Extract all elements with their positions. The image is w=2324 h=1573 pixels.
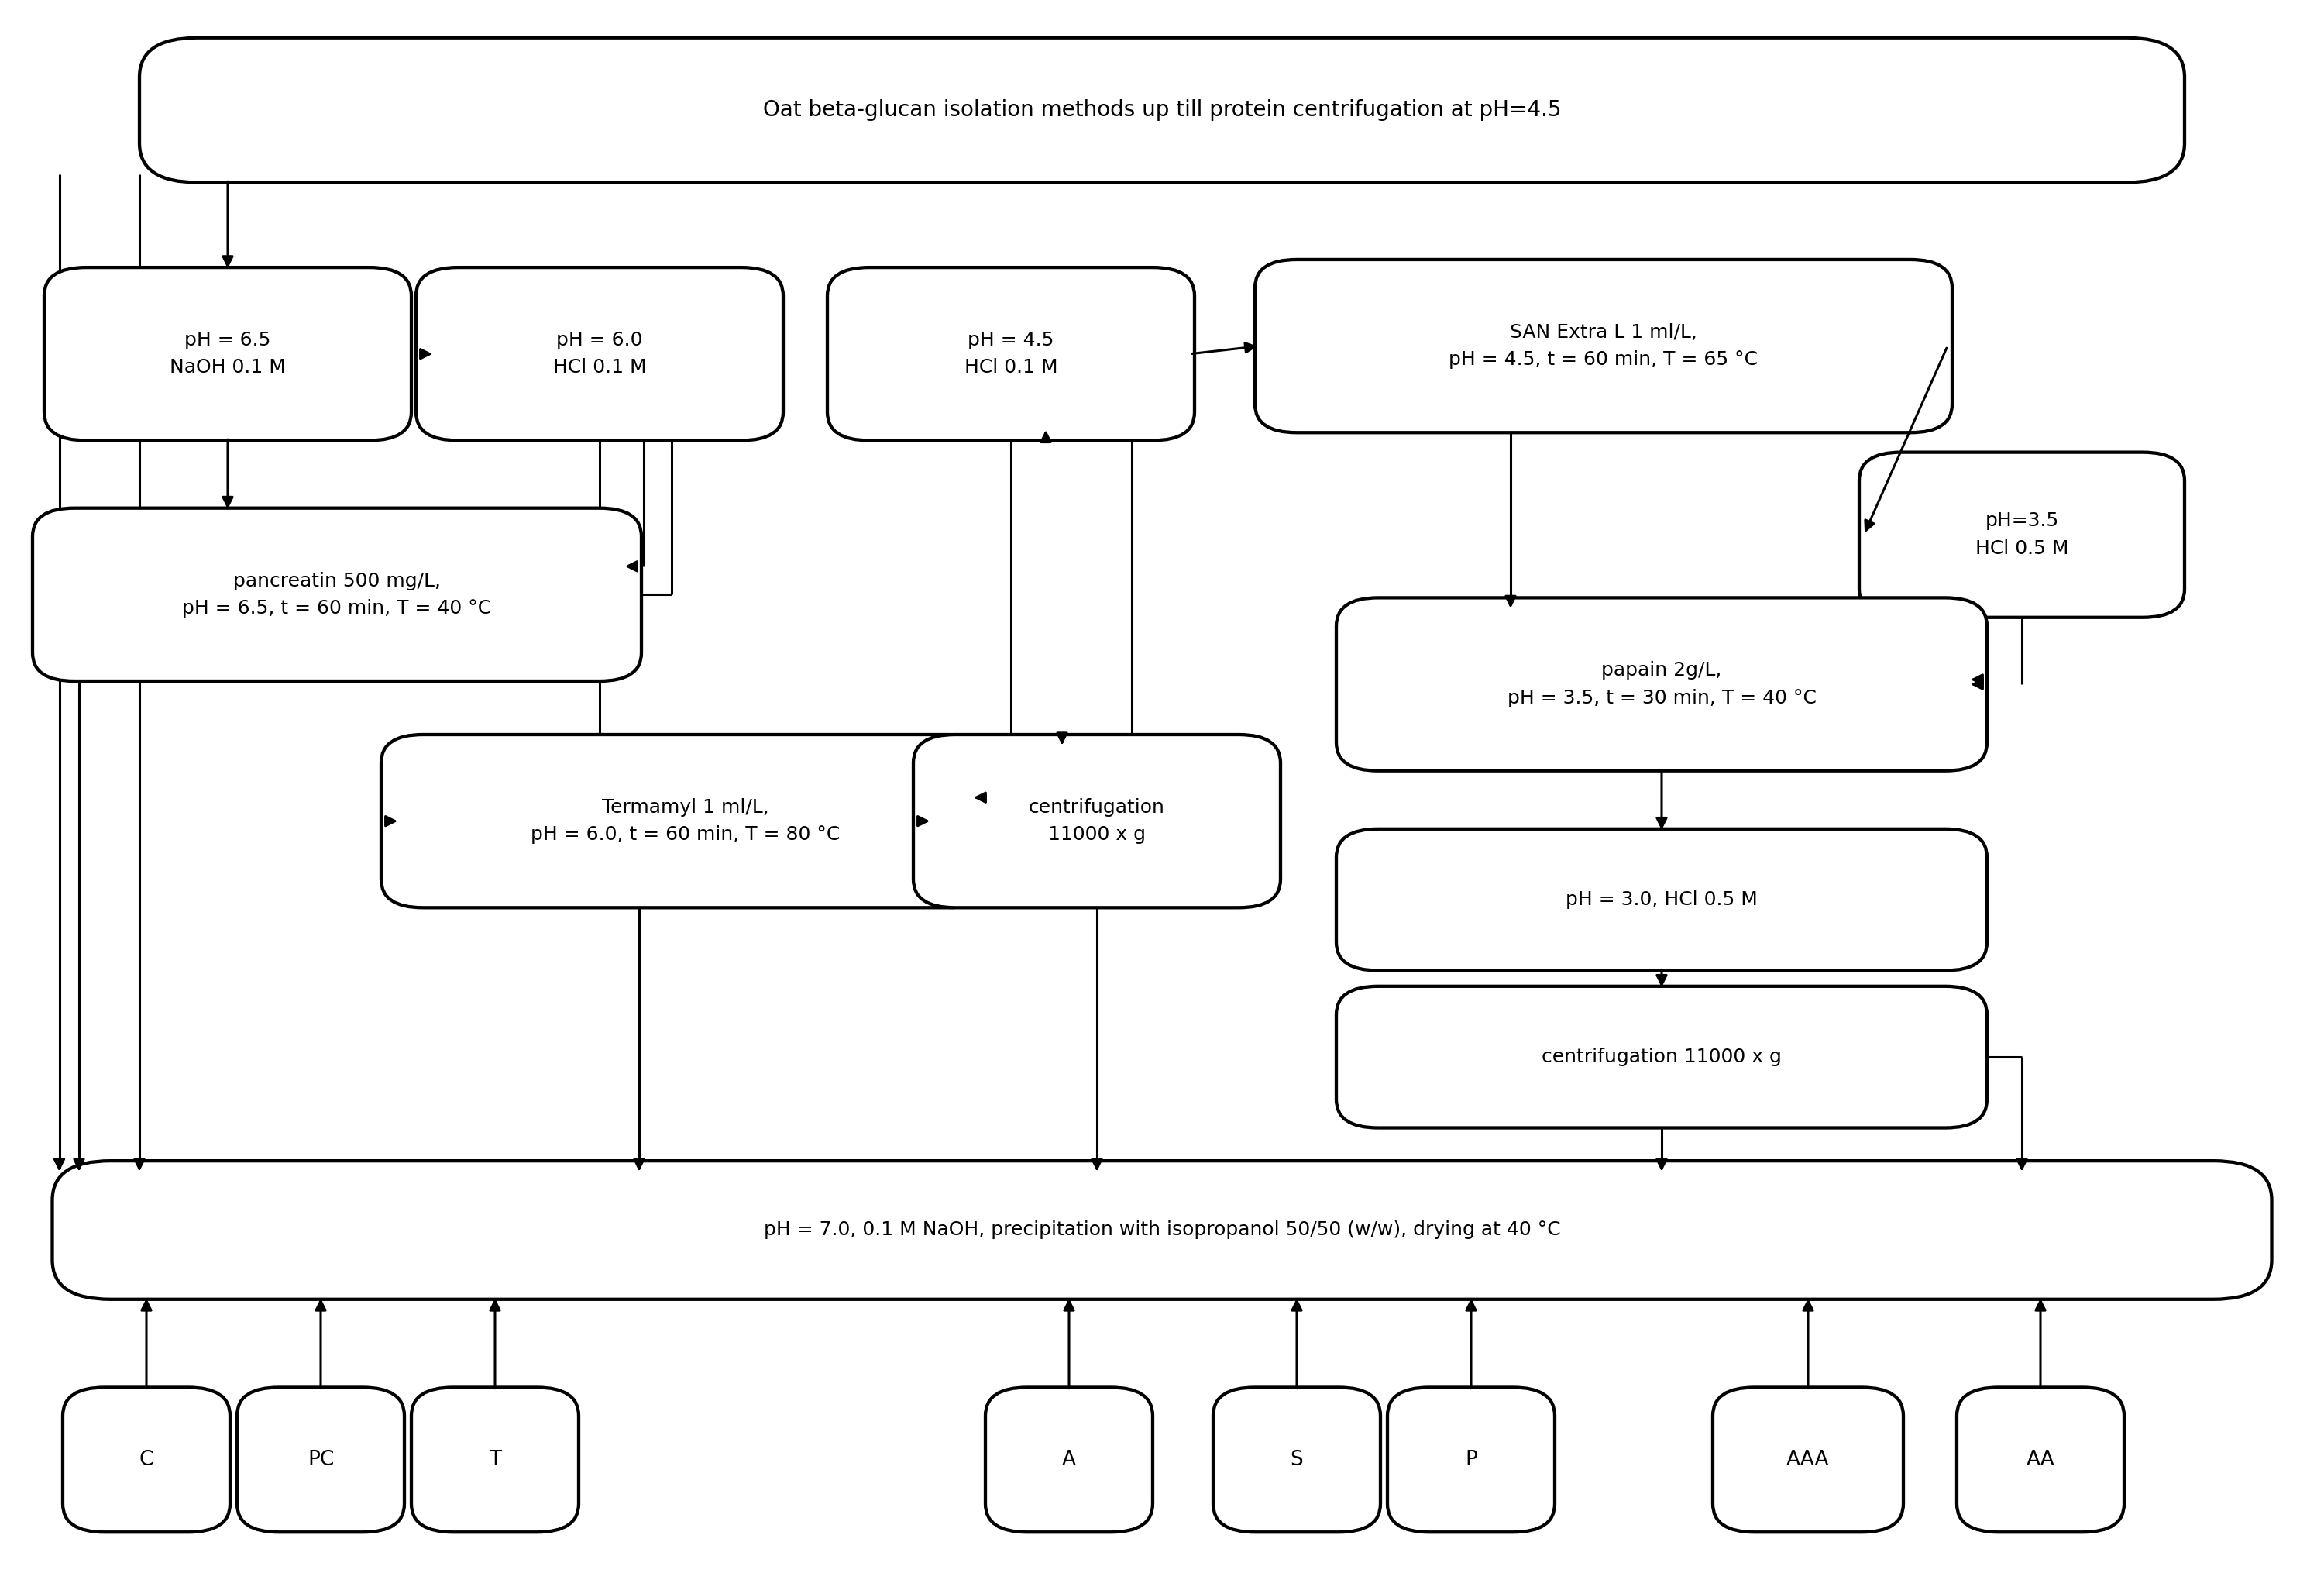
FancyBboxPatch shape: [33, 508, 641, 681]
FancyBboxPatch shape: [1213, 1387, 1380, 1532]
FancyBboxPatch shape: [1336, 598, 1987, 771]
FancyBboxPatch shape: [1255, 260, 1952, 433]
Text: pH = 3.0, HCl 0.5 M: pH = 3.0, HCl 0.5 M: [1566, 890, 1757, 909]
Text: T: T: [488, 1450, 502, 1469]
Text: PC: PC: [307, 1450, 335, 1469]
FancyBboxPatch shape: [411, 1387, 579, 1532]
Text: Oat beta-glucan isolation methods up till protein centrifugation at pH=4.5: Oat beta-glucan isolation methods up til…: [762, 99, 1562, 121]
FancyBboxPatch shape: [237, 1387, 404, 1532]
FancyBboxPatch shape: [1859, 453, 2185, 617]
FancyBboxPatch shape: [381, 735, 990, 908]
FancyBboxPatch shape: [1336, 829, 1987, 971]
Text: pH = 4.5
HCl 0.1 M: pH = 4.5 HCl 0.1 M: [964, 330, 1057, 378]
FancyBboxPatch shape: [1713, 1387, 1903, 1532]
Text: pH = 7.0, 0.1 M NaOH, precipitation with isopropanol 50/50 (w/w), drying at 40 °: pH = 7.0, 0.1 M NaOH, precipitation with…: [765, 1221, 1559, 1240]
FancyBboxPatch shape: [1387, 1387, 1555, 1532]
Text: C: C: [139, 1450, 153, 1469]
Text: SAN Extra L 1 ml/L,
pH = 4.5, t = 60 min, T = 65 °C: SAN Extra L 1 ml/L, pH = 4.5, t = 60 min…: [1450, 322, 1757, 370]
Text: A: A: [1062, 1450, 1076, 1469]
FancyBboxPatch shape: [1957, 1387, 2124, 1532]
Text: pH = 6.0
HCl 0.1 M: pH = 6.0 HCl 0.1 M: [553, 330, 646, 378]
FancyBboxPatch shape: [63, 1387, 230, 1532]
FancyBboxPatch shape: [985, 1387, 1153, 1532]
Text: AAA: AAA: [1787, 1450, 1829, 1469]
Text: pH=3.5
HCl 0.5 M: pH=3.5 HCl 0.5 M: [1975, 511, 2068, 558]
Text: AA: AA: [2027, 1450, 2054, 1469]
Text: S: S: [1290, 1450, 1304, 1469]
FancyBboxPatch shape: [44, 267, 411, 440]
FancyBboxPatch shape: [416, 267, 783, 440]
FancyBboxPatch shape: [913, 735, 1281, 908]
FancyBboxPatch shape: [827, 267, 1195, 440]
Text: P: P: [1464, 1450, 1478, 1469]
Text: Termamyl 1 ml/L,
pH = 6.0, t = 60 min, T = 80 °C: Termamyl 1 ml/L, pH = 6.0, t = 60 min, T…: [530, 798, 841, 845]
Text: pH = 6.5
NaOH 0.1 M: pH = 6.5 NaOH 0.1 M: [170, 330, 286, 378]
Text: centrifugation
11000 x g: centrifugation 11000 x g: [1030, 798, 1164, 845]
Text: papain 2g/L,
pH = 3.5, t = 30 min, T = 40 °C: papain 2g/L, pH = 3.5, t = 30 min, T = 4…: [1508, 661, 1815, 708]
Text: centrifugation 11000 x g: centrifugation 11000 x g: [1541, 1048, 1783, 1066]
FancyBboxPatch shape: [139, 38, 2185, 182]
Text: pancreatin 500 mg/L,
pH = 6.5, t = 60 min, T = 40 °C: pancreatin 500 mg/L, pH = 6.5, t = 60 mi…: [181, 571, 493, 618]
FancyBboxPatch shape: [53, 1161, 2271, 1299]
FancyBboxPatch shape: [1336, 986, 1987, 1128]
